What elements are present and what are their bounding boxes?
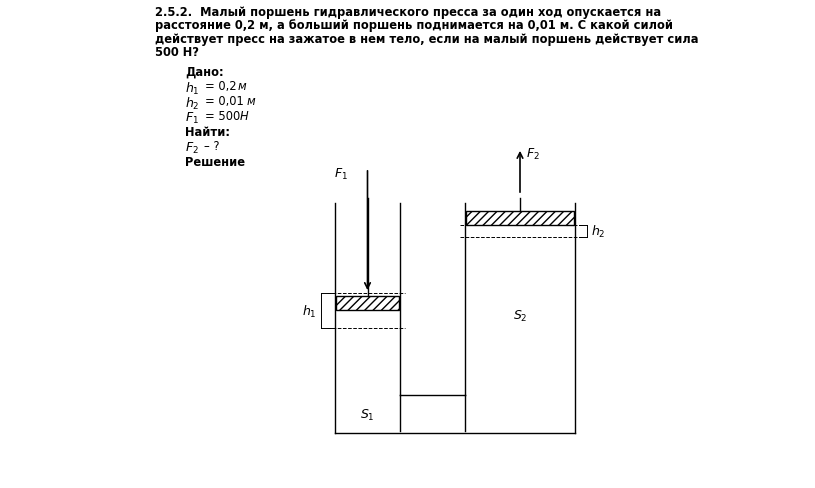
Text: $h_1$: $h_1$	[185, 81, 200, 97]
Text: = 500: = 500	[205, 110, 240, 123]
Text: $h_2$: $h_2$	[591, 224, 606, 240]
Text: $h_1$: $h_1$	[302, 303, 317, 319]
Text: 2.5.2.  Малый поршень гидравлического пресса за один ход опускается на: 2.5.2. Малый поршень гидравлического пре…	[155, 6, 661, 19]
Text: $F_2$: $F_2$	[185, 141, 199, 156]
Text: = 0,2: = 0,2	[205, 80, 236, 93]
Text: Решение: Решение	[185, 156, 245, 169]
Text: $h_2$: $h_2$	[185, 96, 200, 112]
Text: $F_1$: $F_1$	[333, 167, 347, 182]
Text: – ?: – ?	[204, 140, 219, 153]
Text: действует пресс на зажатое в нем тело, если на малый поршень действует сила: действует пресс на зажатое в нем тело, е…	[155, 33, 698, 46]
Text: $S_2$: $S_2$	[513, 308, 527, 323]
Text: м: м	[247, 95, 256, 108]
Text: Дано:: Дано:	[185, 66, 223, 79]
Text: Найти:: Найти:	[185, 126, 230, 139]
Text: $F_1$: $F_1$	[185, 111, 199, 126]
Text: $S_1$: $S_1$	[360, 407, 375, 422]
Bar	[466, 212, 574, 225]
Text: Н: Н	[240, 110, 249, 123]
Text: расстояние 0,2 м, а больший поршень поднимается на 0,01 м. С какой силой: расстояние 0,2 м, а больший поршень подн…	[155, 20, 673, 32]
Text: 500 Н?: 500 Н?	[155, 46, 199, 60]
Text: м: м	[238, 80, 247, 93]
Text: = 0,01: = 0,01	[205, 95, 244, 108]
Text: $F_2$: $F_2$	[526, 147, 540, 162]
Bar	[336, 296, 399, 310]
